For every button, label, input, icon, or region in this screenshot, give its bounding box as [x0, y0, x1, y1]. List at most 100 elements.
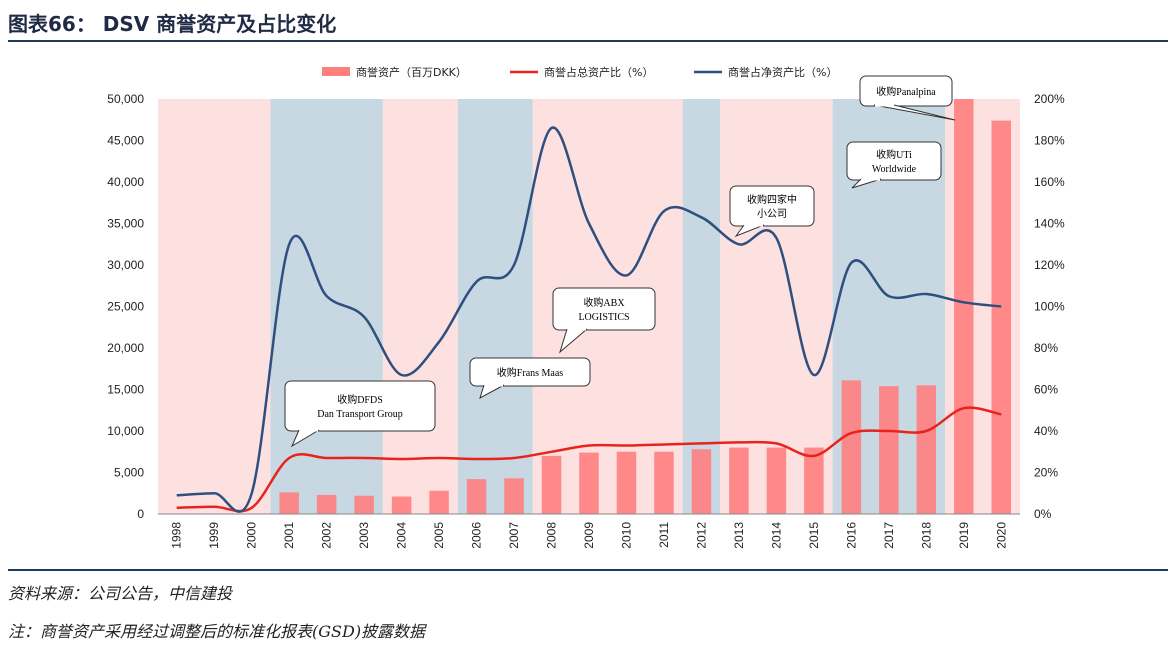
bottom-divider — [8, 569, 1168, 571]
shade-band-2006-2007 — [457, 99, 533, 514]
callout-text: 收购Frans Maas — [497, 366, 563, 379]
bar-2011 — [654, 451, 674, 514]
acquisition-callouts: 收购DFDS Dan Transport Group 收购Frans Maas 收购A… — [284, 75, 956, 448]
x-tick-label: 2004 — [395, 522, 409, 549]
y-right-tick-label: 140% — [1034, 217, 1065, 231]
y-right-tick-label: 60% — [1034, 383, 1058, 397]
shade-band-2004-2005 — [382, 99, 458, 514]
callout-2016: 收购UTi Worldwide — [846, 141, 942, 189]
bar-2017 — [879, 386, 899, 514]
figure-title: 图表66： DSV 商誉资产及占比变化 — [8, 12, 337, 36]
bar-2013 — [729, 447, 749, 514]
bar-2001 — [279, 492, 299, 514]
callout-2001: 收购DFDS Dan Transport Group — [284, 380, 436, 448]
x-tick-label: 2003 — [357, 522, 371, 549]
chart-axes: 0 5,000 10,000 15,000 20,000 25,000 30,000 35,0… — [107, 92, 1065, 549]
y-left-tick-label: 50,000 — [107, 92, 144, 106]
callout-box — [859, 75, 953, 107]
bar-2003 — [354, 495, 374, 514]
bar-2016 — [841, 380, 862, 514]
total-asset-ratio-line — [176, 406, 1002, 513]
callout-pointer — [479, 384, 505, 400]
legend-label: 商誉占净资产比（%） — [728, 65, 837, 79]
callout-box — [469, 357, 591, 387]
y-left-tick-label: 20,000 — [107, 341, 144, 355]
shade-band-1998-2000 — [158, 99, 271, 514]
callout-box — [552, 287, 656, 331]
callout-pointer — [851, 178, 882, 189]
bar-2019 — [954, 99, 974, 514]
callout-text: 收购DFDS — [337, 393, 383, 406]
y-left-tick-label: 45,000 — [107, 134, 144, 148]
chart-legend: 商誉资产（百万DKK） 商誉占总资产比（%） 商誉占净资产比（%） — [322, 65, 837, 79]
bar-2005 — [429, 490, 449, 514]
bar-2006 — [466, 479, 487, 514]
x-tick-label: 1999 — [207, 522, 221, 549]
bar-2007 — [504, 478, 524, 514]
callout-pointer — [559, 328, 588, 354]
y-left-tick-label: 0 — [137, 507, 144, 521]
x-tick-label: 2013 — [732, 522, 746, 549]
bar-2009 — [579, 452, 599, 514]
x-tick-label: 2009 — [582, 522, 596, 549]
bar-2008 — [541, 455, 562, 514]
x-tick-label: 2002 — [320, 522, 334, 549]
callout-text: Dan Transport Group — [317, 409, 403, 420]
x-tick-label: 2012 — [694, 522, 708, 549]
callout-text: Worldwide — [872, 164, 917, 175]
y-right-tick-label: 100% — [1034, 300, 1065, 314]
callout-text: LOGISTICS — [578, 312, 629, 323]
x-tick-label: 2011 — [657, 522, 671, 548]
x-tick-label: 2007 — [507, 522, 521, 549]
legend-label: 商誉占总资产比（%） — [544, 65, 653, 79]
x-tick-label: 2008 — [545, 522, 559, 549]
x-tick-label: 2015 — [807, 522, 821, 549]
x-tick-label: 2005 — [432, 522, 446, 549]
y-right-tick-label: 40% — [1034, 424, 1058, 438]
callout-text: 收购Panalpina — [876, 85, 936, 98]
x-tick-label: 2019 — [957, 522, 971, 549]
callout-pointer — [734, 224, 765, 238]
y-left-tick-label: 10,000 — [107, 424, 144, 438]
y-left-tick-label: 5,000 — [114, 466, 144, 480]
net-asset-ratio-line — [176, 126, 1002, 513]
x-tick-label: 2017 — [882, 522, 896, 549]
y-right-tick-label: 160% — [1034, 175, 1065, 189]
bar-2014 — [766, 447, 787, 514]
goodwill-bars — [279, 99, 1012, 514]
callout-text: 收购ABX — [583, 296, 625, 309]
y-right-tick-label: 200% — [1034, 92, 1065, 106]
callout-pointer — [873, 104, 956, 121]
x-tick-label: 1998 — [170, 522, 184, 549]
bar-2010 — [616, 451, 637, 514]
bar-2012 — [691, 449, 712, 514]
footnote: 注：商誉资产采用经过调整后的标准化报表(GSD)披露数据 — [8, 622, 426, 641]
callout-2008: 收购ABX LOGISTICS — [552, 287, 656, 354]
bar-2002 — [316, 494, 337, 514]
y-left-tick-label: 30,000 — [107, 258, 144, 272]
y-left-tick-label: 25,000 — [107, 300, 144, 314]
x-tick-label: 2010 — [620, 522, 634, 549]
callout-box — [729, 185, 815, 227]
y-right-tick-label: 80% — [1034, 341, 1058, 355]
x-tick-label: 2006 — [470, 522, 484, 549]
y-left-tick-label: 15,000 — [107, 383, 144, 397]
callout-text: 收购四家中 — [747, 193, 797, 206]
source-note: 资料来源：公司公告，中信建投 — [8, 584, 233, 603]
x-tick-label: 2018 — [919, 522, 933, 549]
ratio-lines — [176, 126, 1002, 513]
shade-band-2013-2015 — [720, 99, 833, 514]
goodwill-chart: 0 5,000 10,000 15,000 20,000 25,000 30,000 35,0… — [107, 65, 1065, 549]
bar-2020 — [991, 120, 1012, 514]
y-right-tick-label: 0% — [1034, 507, 1052, 521]
callout-2006: 收购Frans Maas — [469, 357, 591, 400]
callout-pointer — [290, 429, 320, 448]
y-right-tick-label: 120% — [1034, 258, 1065, 272]
x-tick-label: 2020 — [994, 522, 1008, 549]
y-right-tick-label: 180% — [1034, 134, 1065, 148]
callout-box — [846, 141, 942, 181]
legend-label: 商誉资产（百万DKK） — [356, 65, 467, 79]
callout-box — [284, 380, 436, 432]
x-tick-label: 2016 — [844, 522, 858, 549]
